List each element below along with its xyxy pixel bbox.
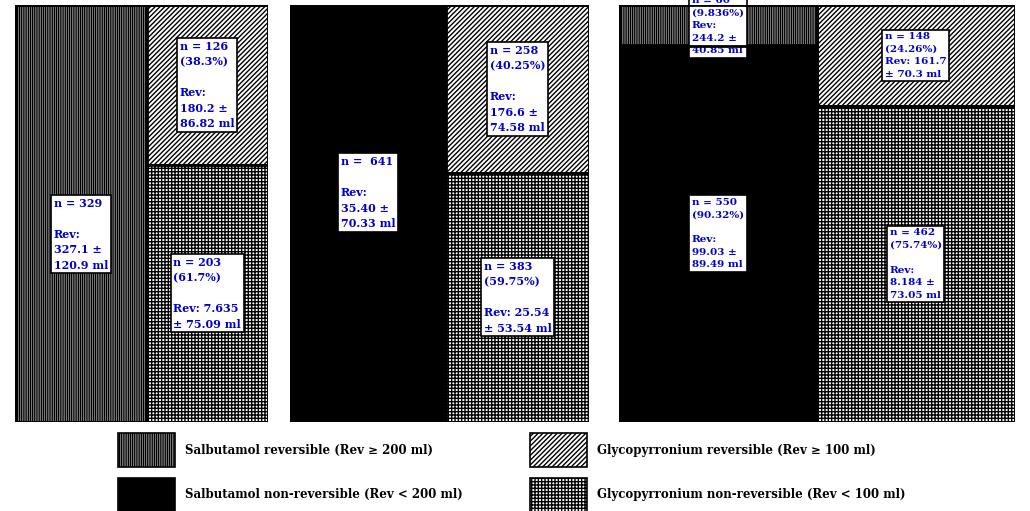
Text: n = 60
(9.836%)
Rev:
244.2 ±
40.85 ml: n = 60 (9.836%) Rev: 244.2 ± 40.85 ml	[692, 0, 744, 55]
Text: Glycopyrronium non-reversible (Rev < 100 ml): Glycopyrronium non-reversible (Rev < 100…	[597, 489, 906, 501]
Bar	[530, 433, 587, 467]
Bar	[118, 478, 175, 511]
Bar	[446, 5, 589, 173]
Bar	[118, 433, 175, 467]
Bar	[146, 5, 268, 165]
Text: n = 550
(90.32%)

Rev:
99.03 ±
89.49 ml: n = 550 (90.32%) Rev: 99.03 ± 89.49 ml	[692, 198, 744, 269]
Bar	[290, 5, 446, 422]
Text: n = 329

Rev:
327.1 ±
120.9 ml: n = 329 Rev: 327.1 ± 120.9 ml	[54, 198, 108, 271]
Bar	[817, 106, 1015, 422]
Text: n = 126
(38.3%)

Rev:
180.2 ±
86.82 ml: n = 126 (38.3%) Rev: 180.2 ± 86.82 ml	[180, 40, 235, 129]
Text: n = 203
(61.7%)

Rev: 7.635
± 75.09 ml: n = 203 (61.7%) Rev: 7.635 ± 75.09 ml	[173, 257, 241, 330]
Bar	[118, 478, 175, 511]
Bar	[619, 45, 817, 422]
Bar	[817, 5, 1015, 106]
Bar	[619, 5, 817, 46]
Text: n = 462
(75.74%)

Rev:
8.184 ±
73.05 ml: n = 462 (75.74%) Rev: 8.184 ± 73.05 ml	[890, 228, 941, 299]
Bar	[530, 478, 587, 511]
Bar	[146, 165, 268, 422]
Text: Glycopyrronium reversible (Rev ≥ 100 ml): Glycopyrronium reversible (Rev ≥ 100 ml)	[597, 444, 877, 457]
Bar	[446, 173, 589, 422]
Text: Salbutamol non-reversible (Rev < 200 ml): Salbutamol non-reversible (Rev < 200 ml)	[185, 489, 464, 501]
Bar	[290, 5, 446, 422]
Text: Salbutamol reversible (Rev ≥ 200 ml): Salbutamol reversible (Rev ≥ 200 ml)	[185, 444, 434, 457]
Text: n = 383
(59.75%)

Rev: 25.54
± 53.54 ml: n = 383 (59.75%) Rev: 25.54 ± 53.54 ml	[483, 261, 551, 334]
Bar	[619, 45, 817, 422]
Text: n =  641

Rev:
35.40 ±
70.33 ml: n = 641 Rev: 35.40 ± 70.33 ml	[341, 156, 396, 229]
Text: B: B	[264, 0, 280, 1]
Text: n = 258
(40.25%)

Rev:
176.6 ±
74.58 ml: n = 258 (40.25%) Rev: 176.6 ± 74.58 ml	[489, 44, 545, 133]
Bar	[15, 5, 146, 422]
Text: A: A	[0, 0, 5, 1]
Text: n = 148
(24.26%)
Rev: 161.7
± 70.3 ml: n = 148 (24.26%) Rev: 161.7 ± 70.3 ml	[885, 32, 947, 79]
Text: C: C	[591, 0, 607, 1]
